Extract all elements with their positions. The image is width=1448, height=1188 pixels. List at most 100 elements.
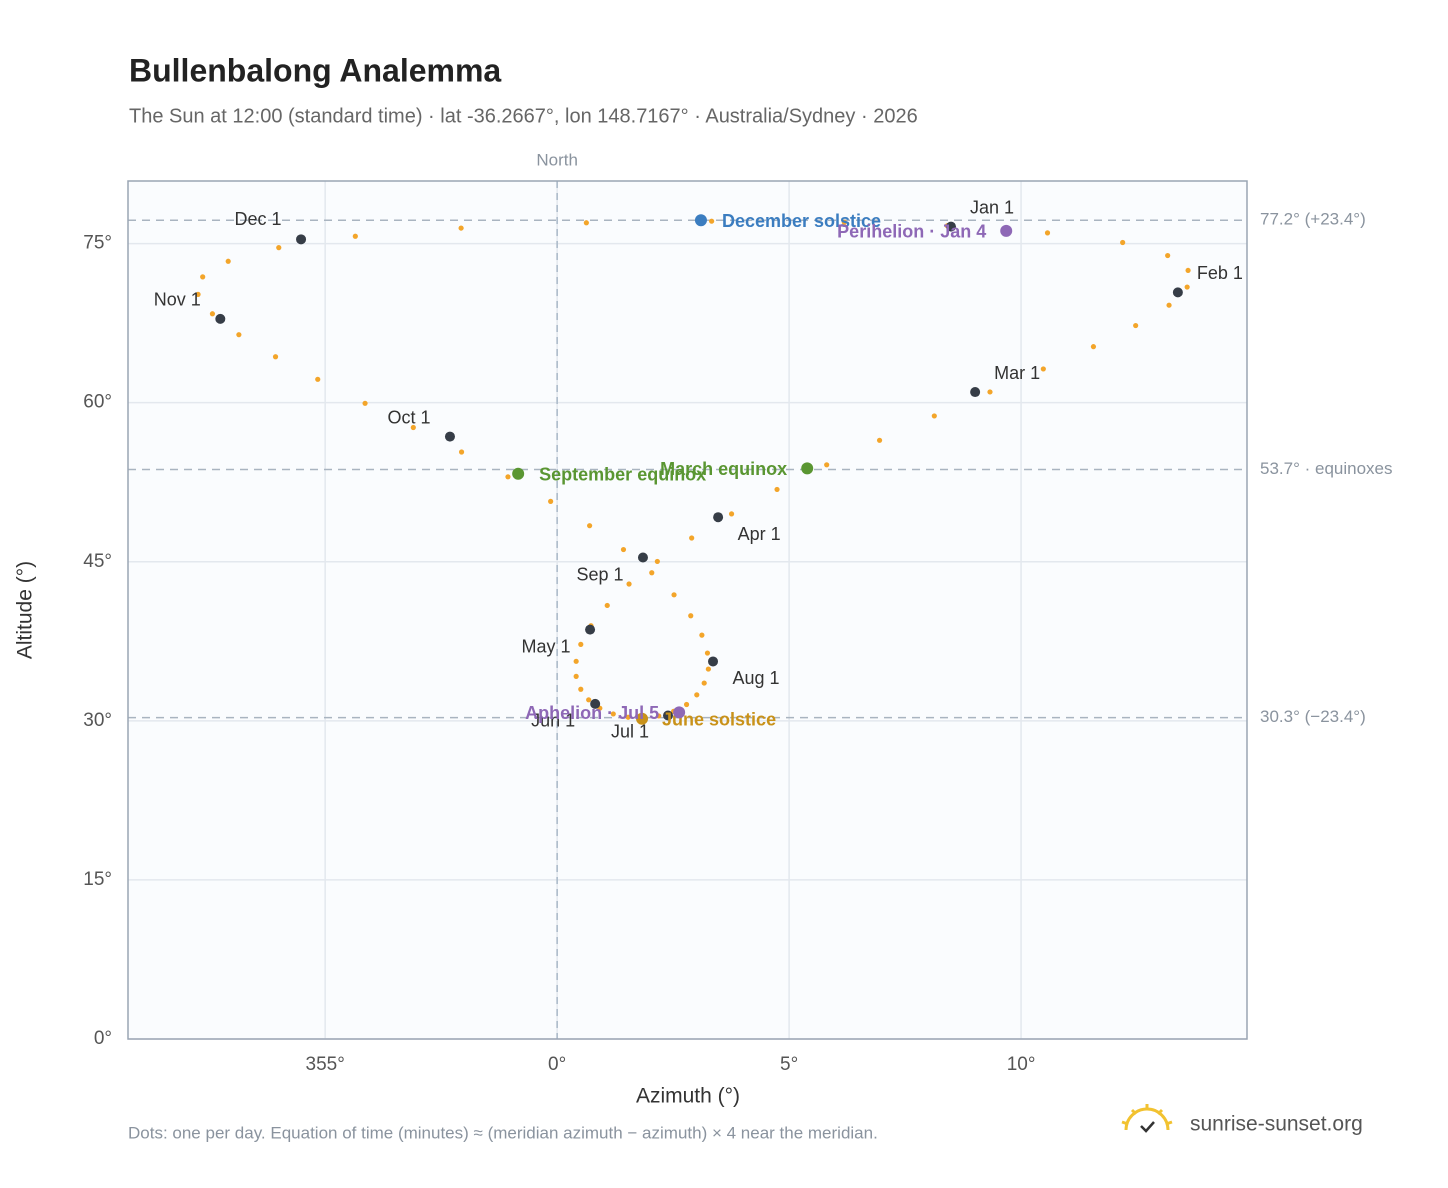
day-dot [649,570,655,576]
day-dot [1184,284,1190,290]
y-tick-label: 30° [83,710,112,731]
month-marker [713,512,724,523]
day-dot [1165,252,1171,259]
day-dot [195,291,201,297]
day-dot [689,535,695,541]
month-marker [637,552,648,563]
day-dot [578,686,584,692]
month-label: Aug 1 [732,668,779,688]
day-dot [200,274,206,280]
y-tick-label: 0° [94,1028,112,1049]
day-dot [701,680,707,686]
event-marker [801,462,814,475]
plot-area [128,181,1247,1039]
day-dot [841,219,847,225]
day-dot [610,711,616,717]
day-dot [1120,239,1126,246]
month-label: Oct 1 [387,407,430,427]
day-dot [728,511,735,517]
day-dot [505,474,511,480]
month-marker [444,431,455,442]
event-label: Aphelion · Jul 5 [525,703,659,723]
day-dot [704,650,711,656]
x-tick-label: 5° [780,1054,798,1075]
event-marker [673,706,686,719]
day-dot [625,714,631,720]
month-marker [946,221,957,232]
month-label: Apr 1 [738,524,781,544]
month-marker [663,710,674,721]
day-dot [671,592,677,598]
month-label: Mar 1 [994,363,1040,383]
month-label: Jan 1 [970,197,1014,217]
plot-layer: Jan 1 Feb 1 Mar 1 Apr 1 May 1 Jun 1 Jul 1 Aug 1… [128,181,1247,1040]
day-dot [1133,322,1139,329]
day-dot [458,225,464,231]
month-label: May 1 [522,636,571,656]
month-marker [215,313,226,324]
day-dot [604,602,610,609]
x-tick-label: 0° [548,1054,566,1075]
day-dot [1185,267,1191,274]
month-marker [970,387,981,398]
day-dot [654,558,660,565]
event-label: Perihelion · Jan 4 [837,222,986,242]
day-dot [272,354,279,360]
month-marker [585,624,596,635]
brand-icon [1121,1104,1173,1133]
month-marker [590,698,601,709]
month-marker [708,656,719,667]
day-dot [410,424,416,431]
day-dot [352,233,358,239]
x-tick-label: 355° [306,1054,345,1075]
event-label: March equinox [660,459,787,479]
y-tick-label: 60° [83,392,112,413]
day-dot [276,245,282,251]
day-dot [705,666,711,672]
month-label: Nov 1 [154,290,201,310]
day-dot [362,400,368,406]
day-dot [683,701,690,708]
y-axis-label: Altitude (°) [14,561,37,659]
chart-subtitle: The Sun at 12:00 (standard time) · lat -… [129,105,918,127]
event-marker [636,712,649,725]
day-dot [774,486,780,493]
day-dot [548,498,554,504]
day-dot [573,658,579,664]
day-dot [876,437,883,443]
day-dot [709,218,715,224]
event-marker [694,214,707,227]
footnote: Dots: one per day. Equation of time (min… [128,1123,878,1142]
north-label: North [536,150,578,169]
day-dot [694,692,700,698]
x-tick-label: 10° [1007,1054,1036,1075]
reference-label: 53.7° · equinoxes [1260,459,1393,478]
day-dot [315,376,321,382]
day-dot [688,613,694,619]
month-label: Feb 1 [1197,263,1243,283]
x-axis-label: Azimuth (°) [636,1085,740,1108]
day-dot [987,389,993,395]
day-dot [573,673,579,679]
day-dot [236,332,242,338]
month-marker [296,234,307,245]
day-dot [225,258,231,264]
day-dot [578,641,584,647]
chart-title: Bullenbalong Analemma [129,52,501,88]
day-dot [586,697,592,703]
event-marker [1000,224,1013,237]
y-tick-label: 15° [83,869,112,890]
day-dot [1166,302,1172,308]
plot-border [127,180,1248,1040]
month-label: Jul 1 [611,721,649,741]
brand: sunrise-sunset.org [1190,1113,1363,1136]
month-marker [1172,287,1183,298]
event-label: December solstice [722,211,881,231]
event-marker [512,467,525,480]
reference-label: 77.2° (+23.4°) [1260,210,1366,229]
day-dot [587,523,593,529]
day-dot [656,713,662,719]
day-dot [583,220,589,226]
day-dot [824,462,830,468]
